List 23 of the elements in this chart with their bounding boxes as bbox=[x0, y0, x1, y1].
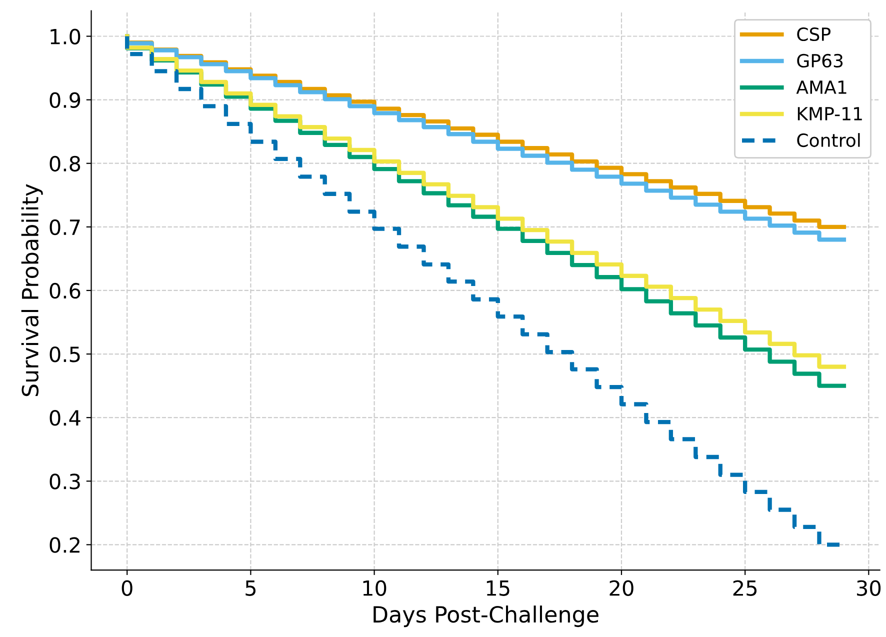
x-tick-label: 20 bbox=[610, 580, 634, 596]
legend-label: Control bbox=[797, 133, 860, 148]
legend-label: GP63 bbox=[797, 54, 843, 68]
x-tick-label: 10 bbox=[363, 580, 386, 596]
y-tick-label: 0.4 bbox=[50, 410, 80, 426]
legend-label: CSP bbox=[797, 27, 830, 42]
x-tick-label: 15 bbox=[486, 580, 510, 596]
x-axis-title: Days Post-Challenge bbox=[374, 606, 598, 628]
y-tick-label: 0.8 bbox=[50, 156, 80, 172]
legend-label: AMA1 bbox=[796, 80, 846, 94]
x-tick-label: 5 bbox=[246, 580, 256, 596]
legend-label: KMP-11 bbox=[798, 107, 862, 120]
x-tick-label: 0 bbox=[122, 580, 132, 596]
y-tick-label: 0.3 bbox=[50, 474, 80, 490]
y-tick-label: 0.6 bbox=[50, 282, 80, 299]
y-axis-title: Survival Probability bbox=[21, 184, 43, 396]
y-tick-label: 0.9 bbox=[50, 92, 80, 108]
y-tick-label: 0.2 bbox=[50, 537, 80, 553]
y-tick-label: 0.7 bbox=[50, 219, 80, 236]
x-tick-label: 30 bbox=[857, 580, 881, 596]
y-tick-label: 0.5 bbox=[50, 346, 80, 362]
x-tick-label: 25 bbox=[733, 580, 757, 596]
y-tick-label: 1.0 bbox=[50, 28, 80, 44]
